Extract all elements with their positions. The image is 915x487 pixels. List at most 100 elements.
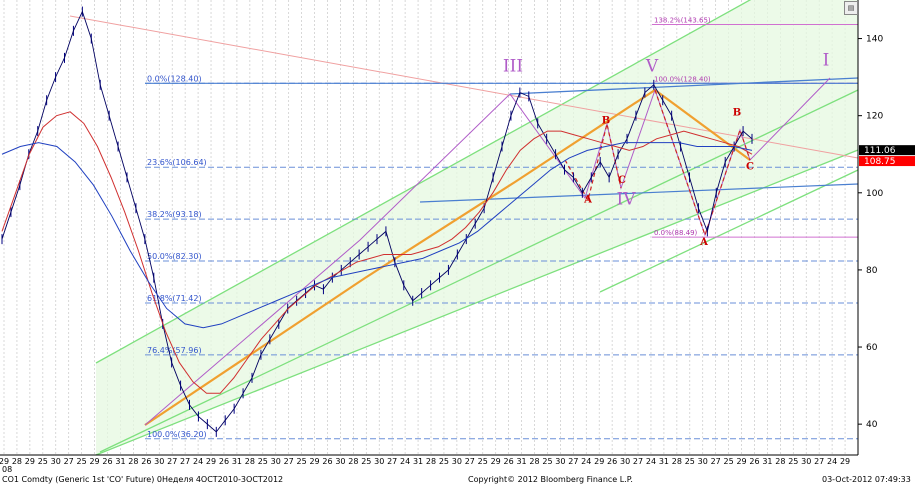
- x-tick-label: 26: [322, 457, 332, 466]
- x-tick-label: 27: [465, 457, 475, 466]
- x-tick-label: 30: [698, 457, 708, 466]
- orange-wave-line: [144, 88, 751, 426]
- copyright: Copyright© 2012 Bloomberg Finance L.P.: [468, 475, 633, 484]
- x-tick-label: 29: [89, 457, 99, 466]
- ma-red-line: [1, 111, 753, 394]
- x-tick-label: 30: [801, 457, 811, 466]
- fib-ext-label: 0.0%(88.49): [654, 229, 698, 237]
- x-tick-label: 24: [400, 457, 410, 466]
- x-tick-label: 27: [711, 457, 721, 466]
- wave-label: IV: [617, 189, 637, 209]
- footer: 08 CO1 Comdty (Generic 1st 'CO' Future) …: [0, 465, 915, 487]
- x-tick-label: 25: [258, 457, 268, 466]
- wave-label: C: [618, 175, 626, 186]
- wave-label: I: [823, 51, 830, 71]
- x-tick-label: 28: [348, 457, 358, 466]
- x-tick-label: 26: [102, 457, 112, 466]
- x-tick-label: 31: [232, 457, 242, 466]
- x-tick-label: 26: [504, 457, 514, 466]
- x-tick-label: 27: [387, 457, 397, 466]
- x-tick-label: 29: [840, 457, 850, 466]
- x-tick-label: 25: [77, 457, 87, 466]
- price-chart: 0.0%(128.40) 23.6%(106.64) 38.2%(93.18) 50.…: [0, 0, 915, 466]
- x-tick-label: 29: [594, 457, 604, 466]
- x-tick-label: 30: [51, 457, 61, 466]
- fibonacci-lines: 0.0%(128.40) 23.6%(106.64) 38.2%(93.18) 50.…: [145, 16, 858, 440]
- wave-label: B: [602, 115, 610, 126]
- trend-channels: [95, 0, 859, 456]
- y-tick-label: 100: [866, 189, 883, 199]
- wave-label: A: [583, 194, 592, 205]
- fib-label: 23.6%(106.64): [147, 158, 207, 167]
- timestamp: 03-Oct-2012 07:49:33: [822, 475, 911, 484]
- channel-line: [95, 149, 859, 456]
- channel-line: [599, 169, 859, 293]
- x-tick-label: 25: [685, 457, 695, 466]
- x-tick-label: 24: [827, 457, 837, 466]
- last-price-box: [859, 156, 915, 167]
- last-price-label: 111.06: [864, 146, 896, 156]
- chart-settings-icon[interactable]: ▤: [844, 1, 858, 15]
- x-tick-label: 24: [646, 457, 656, 466]
- last-price-box: [859, 145, 915, 156]
- trend-lines: [69, 15, 859, 426]
- wave-label: A: [699, 237, 708, 248]
- x-tick-label: 31: [516, 457, 526, 466]
- x-tick-label: 30: [620, 457, 630, 466]
- x-tick-label: 26: [219, 457, 229, 466]
- fib-label: 100.0%(36.20): [147, 430, 207, 439]
- x-tick-label: 27: [633, 457, 643, 466]
- wave-label: B: [733, 108, 741, 119]
- y-tick-label: 40: [866, 420, 878, 430]
- x-tick-label: 27: [167, 457, 177, 466]
- fib-ext-label: 138.2%(143.65): [654, 16, 711, 24]
- instrument-label: CO1 Comdty (Generic 1st 'CO' Future) 0Не…: [2, 475, 284, 484]
- x-tick-label: 25: [478, 457, 488, 466]
- x-tick-label: 25: [297, 457, 307, 466]
- x-tick-label: 25: [788, 457, 798, 466]
- fib-label: 0.0%(128.40): [147, 74, 202, 83]
- x-tick-label: 25: [542, 457, 552, 466]
- resistance-line: [69, 15, 859, 159]
- wave-label: V: [645, 56, 659, 76]
- lower-blue-line: [419, 183, 859, 203]
- elliott-wave-labels: III V IV I A B C A B C: [503, 51, 829, 248]
- x-tick-label: 28: [672, 457, 682, 466]
- x-tick-label: 29: [25, 457, 35, 466]
- red-abc-1: [564, 123, 622, 202]
- x-tick-label: 31: [762, 457, 772, 466]
- upper-blue-line: [509, 77, 859, 95]
- x-tick-label: 29: [309, 457, 319, 466]
- fib-label: 50.0%(82.30): [147, 252, 202, 261]
- price-series: [1, 6, 753, 437]
- x-tick-label: 25: [361, 457, 371, 466]
- corner-label: 08: [2, 465, 13, 474]
- wave-label: III: [503, 56, 523, 76]
- x-tick-label: 31: [413, 457, 423, 466]
- x-tick-label: 28: [245, 457, 255, 466]
- channel-fill: [96, 0, 858, 455]
- y-tick-label: 120: [866, 112, 883, 122]
- channel-line: [95, 0, 752, 364]
- y-tick-label: 60: [866, 343, 878, 353]
- y-tick-label: 80: [866, 266, 878, 276]
- x-tick-label: 25: [724, 457, 734, 466]
- x-tick-label: 27: [64, 457, 74, 466]
- x-tick-label: 30: [452, 457, 462, 466]
- x-tick-label: 25: [439, 457, 449, 466]
- x-tick-label: 27: [180, 457, 190, 466]
- last-price-label: 108.75: [864, 157, 896, 167]
- fib-ext-label: 100.0%(128.40): [654, 75, 711, 83]
- wave-label: C: [746, 162, 754, 173]
- x-tick-label: 30: [154, 457, 164, 466]
- x-tick-label: 31: [659, 457, 669, 466]
- price-line: [1, 10, 753, 433]
- x-tick-label: 28: [128, 457, 138, 466]
- x-tick-label: 29: [206, 457, 216, 466]
- x-tick-label: 30: [555, 457, 565, 466]
- x-tick-label: 24: [193, 457, 203, 466]
- y-tick-label: 140: [866, 35, 883, 45]
- x-tick-label: 27: [814, 457, 824, 466]
- x-tick-label: 26: [749, 457, 759, 466]
